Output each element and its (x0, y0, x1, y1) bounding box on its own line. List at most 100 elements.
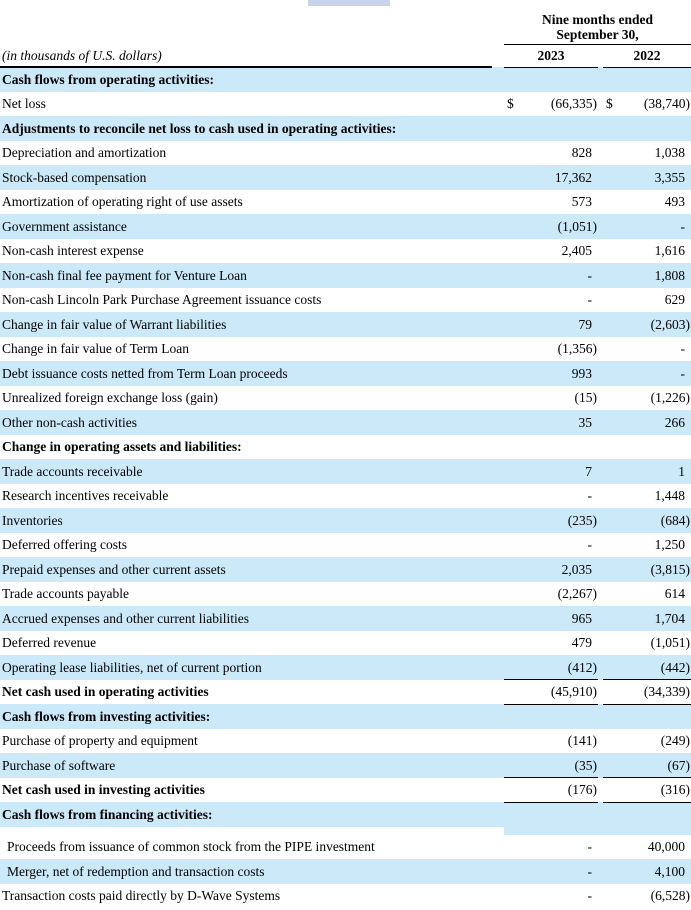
table-row: Accrued expenses and other current liabi… (0, 606, 691, 631)
dollar-sign-2023 (504, 884, 520, 909)
row-label: Debt issuance costs netted from Term Loa… (0, 361, 492, 386)
value-2022 (619, 67, 691, 92)
value-2023: (66,335) (550, 96, 597, 112)
dollar-sign-2022 (603, 116, 619, 141)
label-gap (492, 337, 504, 362)
table-row: Change in operating assets and liabiliti… (0, 435, 691, 460)
row-label: Depreciation and amortization (2, 145, 167, 161)
label-gap (492, 508, 504, 533)
row-label: Stock-based compensation (0, 165, 492, 190)
year-2022-header: 2022 (603, 44, 691, 68)
value-2022 (619, 435, 691, 460)
dollar-sign-2022 (603, 606, 619, 631)
table-row: Depreciation and amortization 828 1,038 (0, 141, 691, 166)
value-2023: - (587, 537, 593, 553)
dollar-sign-2022 (603, 263, 619, 288)
value-2023 (520, 704, 598, 729)
label-gap (492, 67, 504, 92)
row-label: Purchase of property and equipment (2, 733, 198, 749)
column-gap (598, 410, 603, 435)
value-2023: (2,267) (557, 586, 597, 602)
value-2023: 7 (520, 459, 598, 484)
label-gap (492, 312, 504, 337)
statement-body: Cash flows from operating activities: Net… (0, 67, 691, 908)
label-gap (492, 704, 504, 729)
label-gap (492, 835, 504, 860)
spacer-blue-cell (504, 826, 691, 835)
dollar-sign-2022 (603, 67, 619, 92)
row-label: Net loss (2, 96, 46, 112)
year-2023-header: 2023 (504, 44, 598, 68)
dollar-sign-2022 (603, 459, 619, 484)
row-label: Change in fair value of Warrant liabilit… (0, 312, 492, 337)
value-2022 (619, 704, 691, 729)
row-label: Cash flows from financing activities: (0, 802, 492, 827)
row-label: Non-cash Lincoln Park Purchase Agreement… (2, 292, 322, 308)
value-2023: - (587, 292, 593, 308)
value-2023: - (520, 859, 598, 884)
dollar-sign-2023 (504, 802, 520, 827)
dollar-sign-2022 (603, 729, 619, 754)
dollar-sign-2022 (603, 753, 619, 778)
column-gap (598, 263, 603, 288)
dollar-sign-2023 (504, 655, 520, 680)
label-gap (492, 459, 504, 484)
table-row: Government assistance (1,051) - (0, 214, 691, 239)
label-gap (492, 386, 504, 411)
header-gap (492, 44, 504, 67)
dollar-sign-2022 (603, 508, 619, 533)
table-row: Trade accounts payable (2,267) 614 (0, 582, 691, 607)
table-row: Prepaid expenses and other current asset… (0, 557, 691, 582)
clipped-element-fragment (308, 0, 390, 6)
table-row: Non-cash Lincoln Park Purchase Agreement… (0, 288, 691, 313)
label-gap (492, 582, 504, 607)
value-2023: (1,051) (520, 214, 598, 239)
value-2023: (35) (520, 753, 598, 778)
dollar-sign-2022 (603, 312, 619, 337)
table-row: Net cash used in investing activities (17… (0, 777, 691, 803)
dollar-sign-2023 (504, 729, 520, 754)
dollar-sign-2023 (504, 312, 520, 337)
table-row: Non-cash interest expense 2,405 1,616 (0, 239, 691, 264)
value-2022: 1,448 (654, 488, 686, 504)
dollar-sign-2023 (504, 484, 520, 509)
row-label: Trade accounts payable (2, 586, 129, 602)
value-2023: (15) (574, 390, 598, 406)
dollar-sign-2023 (504, 606, 520, 631)
dollar-sign-2023 (504, 141, 520, 166)
label-gap (492, 557, 504, 582)
dollar-sign-2023 (504, 386, 520, 411)
row-label: Non-cash final fee payment for Venture L… (0, 263, 492, 288)
dollar-sign-2023 (504, 557, 520, 582)
value-2022: 1 (619, 459, 691, 484)
value-2022: (1,051) (650, 635, 691, 651)
value-2022: (3,815) (619, 557, 691, 582)
table-row: Purchase of software (35) (67) (0, 753, 691, 778)
value-2023: 2,405 (561, 243, 592, 259)
table-row: Transaction costs paid directly by D-Wav… (0, 884, 691, 909)
table-row: Cash flows from investing activities: (0, 704, 691, 729)
value-2022: (67) (619, 753, 691, 778)
row-label: Change in operating assets and liabiliti… (2, 439, 242, 455)
row-label: Research incentives receivable (2, 488, 169, 504)
value-2022: 629 (664, 292, 686, 308)
dollar-sign-2022 (603, 165, 619, 190)
dollar-sign-2023 (504, 459, 520, 484)
value-2023 (520, 116, 598, 141)
dollar-sign-2023 (504, 777, 520, 803)
column-gap (598, 859, 603, 884)
dollar-sign-2023: $ (507, 96, 514, 112)
row-label: Trade accounts receivable (0, 459, 492, 484)
value-2022: 614 (664, 586, 686, 602)
value-2022 (619, 116, 691, 141)
dollar-sign-2023 (504, 190, 520, 215)
table-row: Trade accounts receivable 7 1 (0, 459, 691, 484)
dollar-sign-2022 (603, 777, 619, 803)
units-note: (in thousands of U.S. dollars) (0, 44, 492, 68)
value-2022: 266 (619, 410, 691, 435)
dollar-sign-2022 (603, 435, 619, 460)
value-2023: 573 (571, 194, 592, 210)
value-2023: - (587, 488, 593, 504)
column-gap (598, 753, 603, 778)
